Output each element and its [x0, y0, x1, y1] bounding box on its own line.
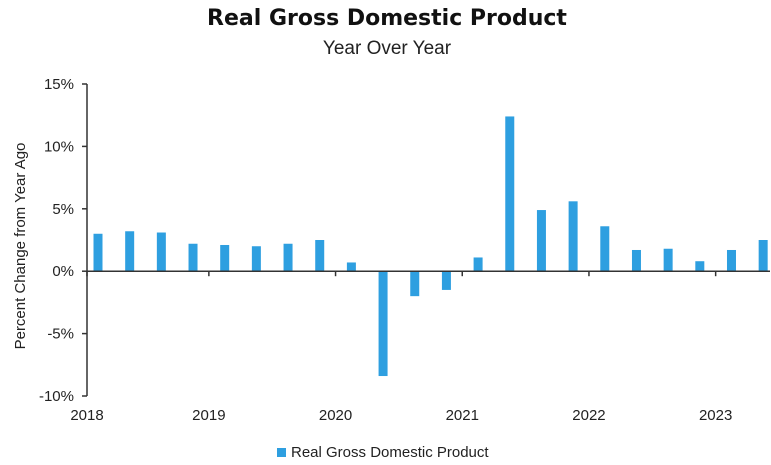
x-tick-label: 2022: [572, 407, 605, 424]
legend: Real Gross Domestic Product: [277, 444, 489, 461]
legend-label: Real Gross Domestic Product: [291, 444, 489, 461]
x-tick-label: 2020: [319, 407, 352, 424]
x-axis: 2018 2019 2020 2021 2022 2023: [70, 271, 732, 424]
bar-2021Q3: [536, 210, 546, 272]
y-tick-label: 5%: [52, 201, 74, 218]
bar-series: [93, 116, 768, 377]
y-axis-label: Percent Change from Year Ago: [12, 143, 29, 350]
bar-2022Q2: [631, 249, 641, 272]
bar-2019Q1: [220, 244, 230, 272]
bar-2019Q2: [251, 246, 261, 272]
bar-2019Q4: [315, 240, 325, 272]
bar-2020Q2: [378, 271, 388, 377]
x-tick-label: 2021: [446, 407, 479, 424]
y-tick-label: 15%: [44, 76, 74, 93]
y-tick-label: -5%: [47, 326, 74, 343]
bar-2018Q2: [125, 231, 135, 272]
x-tick-label: 2023: [699, 407, 732, 424]
y-tick-label: 10%: [44, 138, 74, 155]
y-tick-label: 0%: [52, 263, 74, 280]
x-tick-label: 2018: [70, 407, 103, 424]
bar-2021Q4: [568, 201, 578, 272]
bar-2023Q2: [758, 240, 768, 272]
bar-2020Q3: [410, 271, 420, 297]
chart-title: Real Gross Domestic Product: [207, 6, 567, 31]
bar-2022Q1: [600, 226, 610, 272]
bar-2023Q1: [726, 249, 736, 272]
bar-2022Q4: [695, 261, 705, 272]
bar-2018Q1: [93, 233, 103, 272]
bar-2021Q2: [505, 116, 515, 272]
chart-subtitle: Year Over Year: [323, 38, 452, 59]
legend-swatch: [277, 448, 286, 457]
bar-2018Q4: [188, 243, 198, 272]
y-tick-label: -10%: [39, 388, 74, 405]
axes-lines: [86, 84, 770, 396]
y-axis: 15% 10% 5% 0% -5% -10%: [39, 76, 87, 405]
bar-2021Q1: [473, 257, 483, 272]
bar-2018Q3: [156, 232, 166, 272]
bar-2019Q3: [283, 243, 293, 272]
bar-2022Q3: [663, 248, 673, 272]
x-tick-label: 2019: [192, 407, 225, 424]
bar-2020Q4: [441, 271, 451, 290]
bar-2020Q1: [346, 262, 356, 272]
